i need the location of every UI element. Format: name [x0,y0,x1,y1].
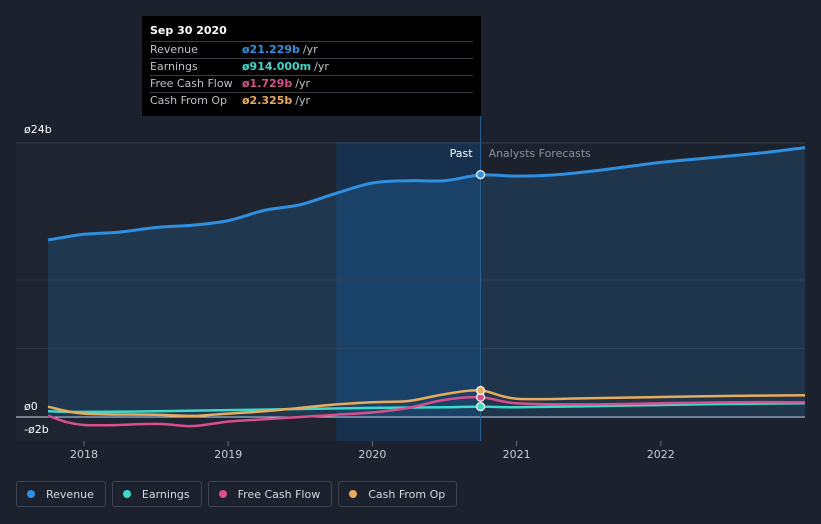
revenue-line [47,146,806,242]
x-tick-label: 2021 [503,448,531,461]
tooltip-row-label: Cash From Op [150,94,228,107]
y-tick-label: -ø2b [24,423,49,436]
tooltip-row-value: ø21.229b [242,43,300,56]
grid-lines [16,142,805,418]
cfo-line [47,389,806,418]
x-tick-label: 2018 [70,448,98,461]
earnings-line [47,402,806,414]
legend-dot-icon [122,490,131,498]
y-tick-label: ø0 [24,400,38,413]
tooltip-row-unit: /yr [302,43,318,56]
tooltip-row-label: Revenue [150,43,198,56]
tooltip-row-value: ø2.325b [242,94,293,107]
tooltip-row-value: ø1.729b [242,77,293,90]
tooltip-row-unit: /yr [295,94,310,107]
legend-dot-icon [218,490,227,498]
tooltip-rows: Revenue ø21.229b/yr Earnings ø914.000m/yr Fr… [150,41,473,109]
legend-label: Free Cash Flow [237,487,321,501]
series-areas [48,147,805,417]
x-axis-labels: 2018 2019 2020 2021 2022 [70,441,675,461]
tooltip-row-label: Earnings [150,60,198,73]
earnings-point [475,401,486,412]
x-tick-label: 2022 [647,448,675,461]
legend-item-free-cash-flow[interactable]: Free Cash Flow [207,481,333,507]
y-axis-labels: ø24b ø0 -ø2b [24,123,52,436]
legend-item-revenue[interactable]: Revenue [16,481,106,507]
forecast-label: Analysts Forecasts [489,147,592,160]
tooltip-row-label: Free Cash Flow [150,77,233,90]
tooltip-row: Free Cash Flow ø1.729b/yr [150,75,473,92]
tooltip: Sep 30 2020 Revenue ø21.229b/yr Earnings ø9… [142,16,481,116]
legend-item-earnings[interactable]: Earnings [111,481,202,507]
highlight-points [475,170,486,412]
tooltip-row: Revenue ø21.229b/yr [150,41,473,58]
legend-dot-icon [27,490,35,498]
tooltip-row-unit: /yr [295,77,310,90]
series-lines [47,146,806,428]
tooltip-row-unit: /yr [314,60,329,73]
legend-label: Cash From Op [368,487,446,501]
tooltip-row: Cash From Op ø2.325b/yr [150,92,473,109]
fcf-line [47,395,806,428]
tooltip-date: Sep 30 2020 [150,24,227,37]
legend: Revenue Earnings Free Cash Flow Cash From O… [16,481,458,507]
tooltip-row: Earnings ø914.000m/yr [150,58,473,75]
revenue-area [48,147,805,417]
y-tick-label: ø24b [24,123,52,136]
past-label: Past [450,147,474,160]
legend-label: Earnings [141,487,190,501]
x-tick-label: 2020 [358,448,386,461]
cfo-point [475,385,486,396]
legend-dot-icon [349,490,358,498]
x-tick-label: 2019 [214,448,242,461]
revenue-point [475,170,486,180]
tooltip-row-value: ø914.000m [242,60,312,73]
legend-label: Revenue [46,487,94,501]
legend-item-cash-from-op[interactable]: Cash From Op [338,481,458,507]
